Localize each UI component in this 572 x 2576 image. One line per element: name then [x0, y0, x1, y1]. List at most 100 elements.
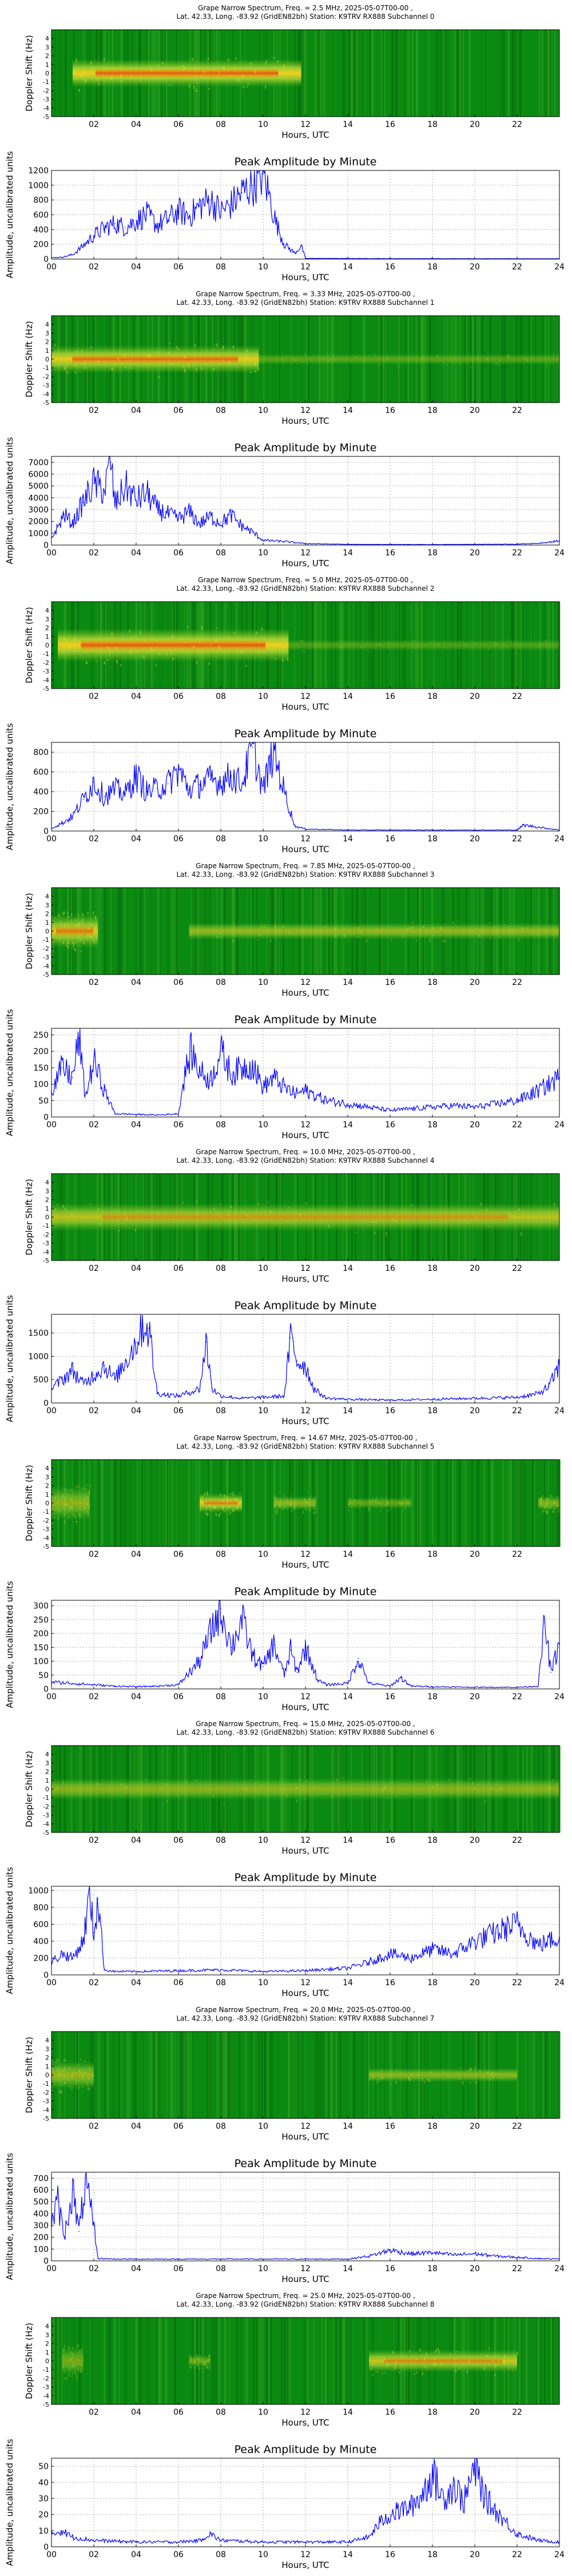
spectrogram-speckle: [407, 929, 408, 932]
spectrogram-speckle: [275, 924, 276, 927]
spectrogram-speckle: [377, 2079, 379, 2081]
spectrogram-speckle: [229, 1511, 231, 1515]
spectrogram-speckle: [549, 1506, 550, 1509]
spectrogram-speckle: [488, 2347, 490, 2350]
spectrogram-noise-stripe: [320, 30, 322, 117]
spectrogram-speckle: [309, 1508, 311, 1510]
spectrogram-speckle: [375, 643, 377, 646]
spectrogram-ytick-label: -5: [43, 113, 49, 121]
spectrogram-speckle: [395, 2362, 397, 2365]
spectrogram-speckle: [107, 646, 109, 650]
amplitude-ytick-label: 40: [38, 2478, 49, 2487]
spectrogram-noise-stripe: [455, 30, 456, 117]
spectrogram-speckle: [395, 1796, 396, 1798]
spectrogram-speckle: [204, 2362, 206, 2366]
spectrogram-speckle: [542, 1510, 543, 1514]
spectrogram-speckle: [459, 641, 461, 643]
spectrogram-noise-stripe: [544, 2317, 546, 2404]
spectrogram-speckle: [307, 363, 308, 365]
spectrogram-speckle: [554, 1203, 555, 1206]
spectrogram-speckle: [52, 950, 54, 952]
spectrogram-xtick-label: 12: [300, 120, 311, 129]
spectrogram-speckle: [98, 1784, 100, 1787]
amplitude-point: [495, 2511, 496, 2512]
spectrogram-speckle: [395, 1216, 396, 1218]
spectrogram-noise-stripe: [550, 30, 552, 117]
spectrogram-noise-stripe: [214, 2317, 216, 2404]
spectrogram-noise-stripe: [264, 2032, 267, 2118]
spectrogram-speckle: [124, 353, 126, 356]
amplitude-point: [72, 254, 73, 256]
spectrogram-speckle: [492, 2075, 494, 2078]
spectrogram-speckle: [63, 637, 65, 641]
spectrogram-ytick-label: -5: [43, 399, 49, 407]
spectrogram-noise-stripe: [99, 888, 101, 975]
spectrogram-speckle: [158, 653, 160, 655]
spectrogram-speckle: [172, 658, 174, 661]
spectrogram-speckle: [380, 1509, 382, 1512]
spectrogram-speckle: [289, 1497, 291, 1500]
spectrogram-speckle: [208, 57, 209, 60]
spectrogram-speckle: [196, 89, 197, 92]
spectrogram-ytick-label: 1: [45, 1777, 49, 1784]
spectrogram-xlabel: Hours, UTC: [281, 2418, 329, 2428]
spectrogram-ytick-label: -4: [43, 2106, 49, 2114]
amplitude-ytick-label: 50: [38, 1671, 49, 1680]
amplitude-point: [432, 1949, 433, 1950]
spectrogram-speckle: [99, 1222, 101, 1225]
spectrogram-noise-stripe: [174, 2317, 176, 2404]
spectrogram-ylabel: Doppler Shift (Hz): [24, 607, 34, 683]
spectrogram-noise-stripe: [464, 1460, 467, 1547]
spectrogram-noise-stripe: [507, 1460, 509, 1547]
amplitude-xlabel: Hours, UTC: [281, 1988, 329, 1998]
spectrogram-noise-stripe: [104, 2032, 105, 2118]
spectrogram-speckle: [82, 1487, 84, 1490]
spectrogram-noise-stripe: [211, 2317, 213, 2404]
spectrogram-speckle: [208, 2355, 209, 2358]
spectrogram-speckle: [63, 2082, 65, 2084]
amplitude-ylabel: Amplitude, uncalibrated units: [5, 1867, 15, 1994]
amplitude-point: [474, 1687, 475, 1688]
spectrogram-speckle: [71, 1489, 73, 1492]
spectrogram-noise-stripe: [166, 2032, 168, 2118]
spectrogram-speckle: [375, 1500, 377, 1504]
amplitude-point: [231, 515, 232, 516]
spectrogram-speckle: [148, 367, 149, 369]
spectrogram-xtick-label: 18: [427, 2122, 438, 2131]
spectrogram-xtick-label: 22: [512, 1550, 522, 1559]
spectrogram-noise-stripe: [502, 1460, 505, 1547]
spectrogram-speckle: [184, 67, 185, 69]
spectrogram-speckle: [76, 2072, 78, 2074]
amplitude-xtick-label: 02: [89, 2264, 99, 2273]
spectrogram-speckle: [553, 1501, 555, 1504]
spectrogram-speckle: [62, 1204, 64, 1208]
spectrogram-speckle: [409, 2078, 411, 2081]
spectrogram-speckle: [65, 1489, 66, 1491]
spectrogram-speckle: [129, 630, 130, 633]
spectrogram-speckle: [66, 942, 68, 944]
spectrogram-noise-stripe: [160, 888, 161, 975]
spectrogram-speckle: [88, 2077, 90, 2080]
spectrogram-noise-stripe: [172, 2032, 174, 2118]
amplitude-point: [390, 1685, 391, 1687]
spectrogram-speckle: [63, 1513, 65, 1516]
amplitude-point: [252, 1655, 253, 1656]
spectrogram-speckle: [68, 2347, 70, 2350]
spectrogram-speckle: [460, 2066, 462, 2069]
spectrogram-speckle: [376, 2371, 378, 2373]
spectrogram-speckle: [79, 2360, 81, 2363]
spectrogram-speckle: [376, 1496, 378, 1500]
amplitude-point: [104, 227, 105, 229]
spectrogram-speckle: [169, 343, 170, 344]
spectrogram-xtick-label: 02: [89, 1550, 99, 1559]
amplitude-xtick-label: 18: [427, 834, 438, 844]
spectrogram-speckle: [79, 2355, 81, 2357]
spectrogram-ytick-label: 4: [45, 2323, 49, 2330]
spectrogram-speckle: [359, 1500, 360, 1502]
amplitude-xtick-label: 14: [343, 1978, 353, 1987]
spectrogram-xtick-label: 02: [89, 1836, 99, 1845]
spectrogram-speckle: [66, 371, 68, 374]
amplitude-ytick-label: 5000: [28, 482, 49, 491]
amplitude-title: Peak Amplitude by Minute: [235, 1013, 377, 1026]
spectrogram-speckle: [209, 1509, 211, 1510]
